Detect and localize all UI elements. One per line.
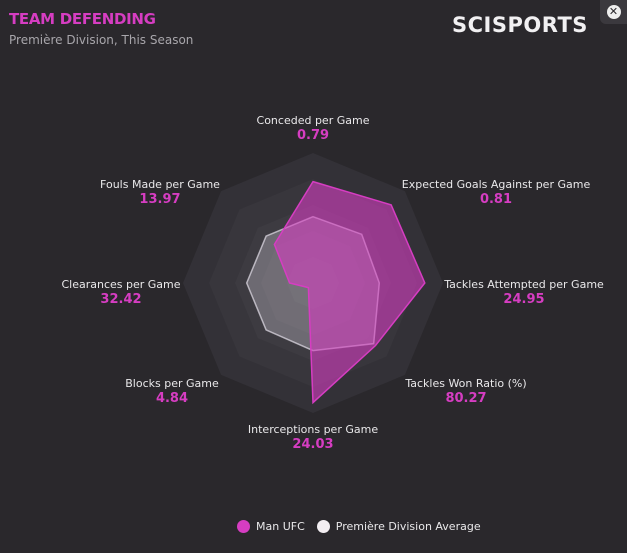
close-button[interactable]: ✕ (600, 0, 627, 24)
axis-label-4: Interceptions per Game 24.03 (247, 423, 379, 452)
axis-label-0: Conceded per Game 0.79 (256, 114, 370, 143)
legend-item-team[interactable]: Man UFC (237, 520, 305, 533)
chart-subtitle: Première Division, This Season (9, 33, 194, 47)
axis-label-6: Clearances per Game 32.42 (61, 278, 181, 307)
legend: Man UFC Première Division Average (237, 520, 493, 533)
axis-label-7: Fouls Made per Game 13.97 (100, 178, 220, 207)
legend-swatch-team (237, 520, 250, 533)
axis-label-1: Expected Goals Against per Game 0.81 (401, 178, 591, 207)
axis-label-3: Tackles Won Ratio (%) 80.27 (405, 377, 527, 406)
chart-title: TEAM DEFENDING (9, 10, 156, 28)
axis-label-2: Tackles Attempted per Game 24.95 (444, 278, 604, 307)
scisports-logo: SCISPORTS (452, 13, 588, 37)
series-team (273, 180, 426, 405)
legend-swatch-average (316, 520, 330, 533)
legend-item-average[interactable]: Première Division Average (316, 520, 481, 533)
close-icon: ✕ (606, 5, 621, 19)
axis-label-5: Blocks per Game 4.84 (125, 377, 219, 406)
